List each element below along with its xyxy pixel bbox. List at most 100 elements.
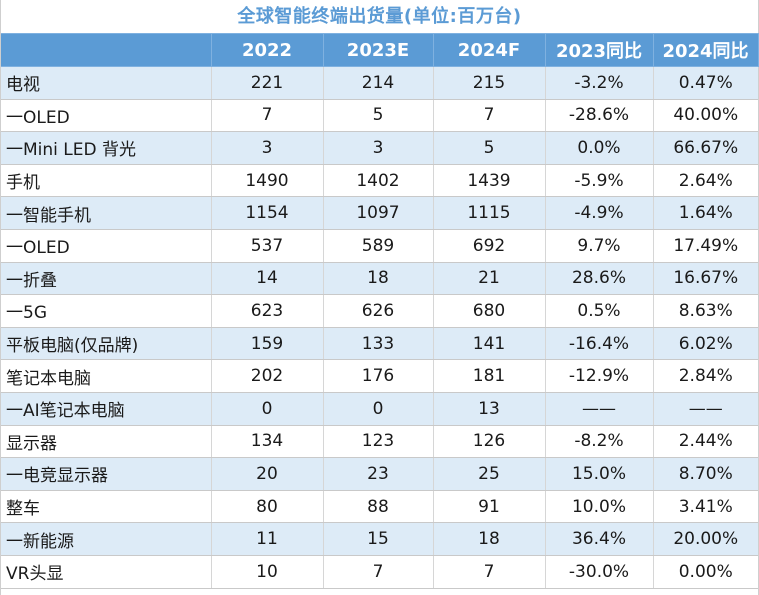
table-cell-yoy-2024: 8.70% <box>653 457 758 491</box>
table-cell-yoy-2023: -12.9% <box>545 359 654 393</box>
table-cell-v2024f: 21 <box>433 262 546 296</box>
shipment-table: 2022 2023E 2024F 2023同比 2024同比 电视 221 214 2… <box>1 33 759 589</box>
table-cell-v2023e: 0 <box>323 392 434 426</box>
table-cell-yoy-2024: 16.67% <box>653 262 758 296</box>
table-row: 一5G 623 626 680 0.5% 8.63% <box>1 294 758 328</box>
table-cell-v2022: 134 <box>211 425 324 459</box>
table-cell-v2024f: 692 <box>433 229 546 263</box>
table-cell-v2024f: 91 <box>433 490 546 524</box>
table-row: 电视 221 214 215 -3.2% 0.47% <box>1 66 758 100</box>
table-cell-v2022: 10 <box>211 555 324 589</box>
table-row: 一新能源 11 15 18 36.4% 20.00% <box>1 522 758 556</box>
table-cell-v2023e: 5 <box>323 99 434 133</box>
table-cell-yoy-2023: 0.0% <box>545 131 654 165</box>
table-cell-v2023e: 176 <box>323 359 434 393</box>
table-cell-v2023e: 589 <box>323 229 434 263</box>
table-cell-yoy-2024: 8.63% <box>653 294 758 328</box>
table-cell-yoy-2024: 0.47% <box>653 66 758 100</box>
table-cell-yoy-2023: -3.2% <box>545 66 654 100</box>
table-cell-v2023e: 123 <box>323 425 434 459</box>
table-row: 笔记本电脑 202 176 181 -12.9% 2.84% <box>1 359 758 393</box>
table-row: 一OLED 537 589 692 9.7% 17.49% <box>1 229 758 263</box>
table-cell-v2024f: 25 <box>433 457 546 491</box>
table-cell-v2022: 159 <box>211 327 324 361</box>
table-cell-yoy-2024: 40.00% <box>653 99 758 133</box>
table-cell-v2024f: 7 <box>433 555 546 589</box>
table-cell-v2023e: 1097 <box>323 196 434 230</box>
table-cell-category: 手机 <box>1 164 212 198</box>
table-cell-yoy-2024: 66.67% <box>653 131 758 165</box>
table-cell-yoy-2024: 0.00% <box>653 555 758 589</box>
table-cell-category: 一智能手机 <box>1 196 212 230</box>
table-row: 一OLED 7 5 7 -28.6% 40.00% <box>1 99 758 133</box>
table-cell-yoy-2023: -30.0% <box>545 555 654 589</box>
table-cell-category: 一Mini LED 背光 <box>1 131 212 165</box>
table-cell-v2024f: 680 <box>433 294 546 328</box>
table-cell-yoy-2023: -8.2% <box>545 425 654 459</box>
table-cell-v2023e: 214 <box>323 66 434 100</box>
table-row: 一折叠 14 18 21 28.6% 16.67% <box>1 262 758 296</box>
table-cell-v2023e: 15 <box>323 522 434 556</box>
table-cell-v2023e: 88 <box>323 490 434 524</box>
table-cell-yoy-2023: 9.7% <box>545 229 654 263</box>
table-cell-yoy-2023: 15.0% <box>545 457 654 491</box>
table-cell-v2022: 7 <box>211 99 324 133</box>
table-cell-yoy-2023: 0.5% <box>545 294 654 328</box>
table-header: 2022 2023E 2024F 2023同比 2024同比 <box>1 33 759 67</box>
table-cell-v2024f: 13 <box>433 392 546 426</box>
table-cell-v2022: 80 <box>211 490 324 524</box>
table-cell-v2023e: 18 <box>323 262 434 296</box>
table-row: 一Mini LED 背光 3 3 5 0.0% 66.67% <box>1 131 758 165</box>
table-cell-category: 一5G <box>1 294 212 328</box>
table-cell-v2023e: 626 <box>323 294 434 328</box>
table-title: 全球智能终端出货量(单位:百万台) <box>237 6 522 27</box>
table-cell-yoy-2023: -4.9% <box>545 196 654 230</box>
table-row: VR头显 10 7 7 -30.0% 0.00% <box>1 555 758 589</box>
table-cell-category: 笔记本电脑 <box>1 359 212 393</box>
header-row: 2022 2023E 2024F 2023同比 2024同比 <box>1 33 759 67</box>
table-cell-category: 一OLED <box>1 229 212 263</box>
header-cell-2023e: 2023E <box>322 33 434 67</box>
table-cell-category: 一新能源 <box>1 522 212 556</box>
table-cell-yoy-2023: -16.4% <box>545 327 654 361</box>
table-cell-yoy-2024: 1.64% <box>653 196 758 230</box>
table-cell-v2023e: 3 <box>323 131 434 165</box>
table-cell-v2023e: 1402 <box>323 164 434 198</box>
table-cell-v2022: 3 <box>211 131 324 165</box>
table-cell-v2022: 20 <box>211 457 324 491</box>
table-row: 显示器 134 123 126 -8.2% 2.44% <box>1 425 758 459</box>
table-cell-v2024f: 141 <box>433 327 546 361</box>
table-cell-yoy-2024: —— <box>653 392 758 426</box>
table-cell-v2022: 537 <box>211 229 324 263</box>
table-cell-yoy-2023: -5.9% <box>545 164 654 198</box>
table-row: 一智能手机 1154 1097 1115 -4.9% 1.64% <box>1 196 758 230</box>
table-cell-category: 显示器 <box>1 425 212 459</box>
table-cell-v2023e: 23 <box>323 457 434 491</box>
header-cell-2024f: 2024F <box>432 33 546 67</box>
table-cell-yoy-2023: 28.6% <box>545 262 654 296</box>
table-cell-v2024f: 5 <box>433 131 546 165</box>
table-cell-category: 一OLED <box>1 99 212 133</box>
table-cell-yoy-2024: 2.84% <box>653 359 758 393</box>
table-cell-yoy-2024: 2.44% <box>653 425 758 459</box>
table-row: 一AI笔记本电脑 0 0 13 —— —— <box>1 392 758 426</box>
table-cell-yoy-2023: —— <box>545 392 654 426</box>
table-cell-v2022: 221 <box>211 66 324 100</box>
table-cell-category: 一电竞显示器 <box>1 457 212 491</box>
table-cell-v2022: 0 <box>211 392 324 426</box>
table-cell-category: VR头显 <box>1 555 212 589</box>
table-cell-v2024f: 18 <box>433 522 546 556</box>
table-cell-v2024f: 1115 <box>433 196 546 230</box>
table-cell-yoy-2024: 2.64% <box>653 164 758 198</box>
table-row: 整车 80 88 91 10.0% 3.41% <box>1 490 758 524</box>
table-cell-category: 一折叠 <box>1 262 212 296</box>
table-cell-v2023e: 133 <box>323 327 434 361</box>
table-cell-yoy-2024: 3.41% <box>653 490 758 524</box>
header-cell-2023-yoy: 2023同比 <box>544 33 654 67</box>
table-cell-yoy-2024: 6.02% <box>653 327 758 361</box>
table-cell-v2022: 14 <box>211 262 324 296</box>
table-cell-category: 电视 <box>1 66 212 100</box>
table-cell-v2024f: 1439 <box>433 164 546 198</box>
header-cell-category <box>1 33 212 67</box>
table-cell-v2024f: 181 <box>433 359 546 393</box>
